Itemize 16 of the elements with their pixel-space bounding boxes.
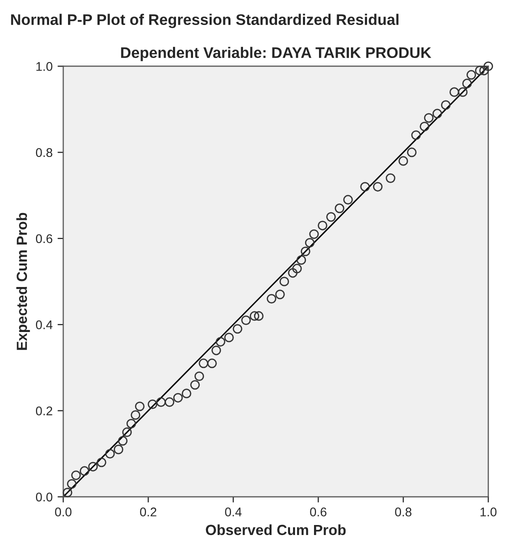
y-tick-label: 0.2: [36, 406, 52, 416]
y-tick-label: 0.8: [36, 148, 52, 158]
y-tick-label: 0.4: [36, 320, 52, 330]
x-tick-label: 1.0: [480, 508, 496, 516]
chart-subtitle: Dependent Variable: DAYA TARIK PRODUK: [121, 46, 432, 62]
y-tick-label: 0.0: [36, 492, 52, 502]
x-tick-label: 0.2: [140, 508, 156, 516]
x-tick-label: 0.8: [395, 508, 412, 516]
x-tick-label: 0.6: [310, 508, 326, 516]
y-axis-title: Expected Cum Prob: [16, 212, 30, 350]
x-tick-label: 0.0: [55, 508, 72, 516]
y-tick-label: 1.0: [36, 62, 52, 71]
chart-title: Normal P-P Plot of Regression Standardized Residual: [11, 14, 398, 28]
y-tick-label: 0.6: [36, 234, 52, 244]
x-axis-title: Observed Cum Prob: [206, 524, 346, 536]
x-tick-label: 0.4: [225, 508, 242, 516]
